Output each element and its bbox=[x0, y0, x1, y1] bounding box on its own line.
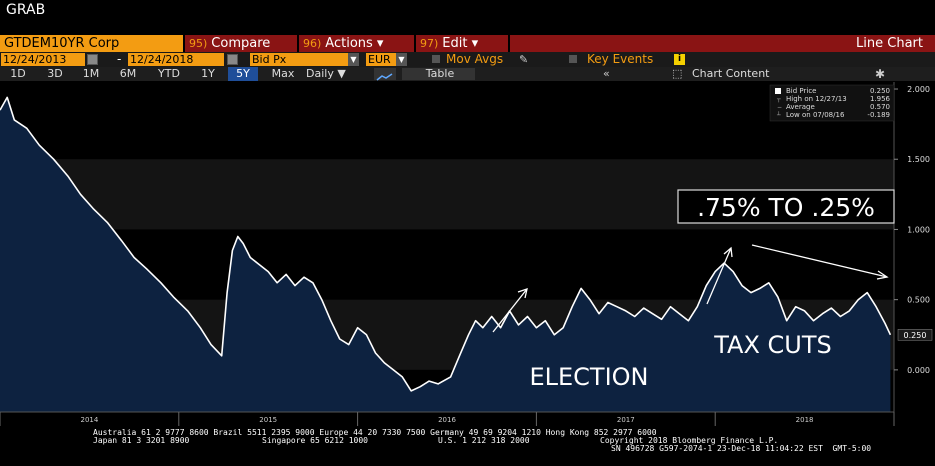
legend-average-value: 0.570 bbox=[870, 103, 890, 111]
frequency-select[interactable]: Daily ▼ bbox=[306, 67, 346, 80]
legend-high-label: High on 12/27/13 bbox=[786, 95, 847, 103]
toolbar-divider bbox=[508, 35, 510, 52]
footer-contacts: Australia 61 2 9777 8600 Brazil 5511 239… bbox=[93, 428, 657, 437]
footer-singapore: Singapore 65 6212 1000 bbox=[262, 436, 368, 445]
period-1y[interactable]: 1Y bbox=[201, 67, 215, 80]
chart-content-icon: ⬚ bbox=[672, 67, 683, 80]
x-tick-label: 2018 bbox=[796, 416, 814, 424]
end-date-input[interactable]: 12/24/2018 bbox=[128, 53, 224, 66]
x-tick-label: 2015 bbox=[259, 416, 277, 424]
security-input[interactable]: GTDEM10YR Corp bbox=[0, 35, 183, 52]
legend-title-value: 0.250 bbox=[870, 87, 890, 95]
pencil-icon[interactable]: ✎ bbox=[519, 53, 529, 66]
range-annotation-text: .75% TO .25% bbox=[697, 193, 875, 222]
legend-swatch bbox=[775, 88, 781, 94]
election-annotation: ELECTION bbox=[529, 363, 648, 391]
toolbar-divider bbox=[414, 35, 416, 52]
collapse-icon[interactable]: « bbox=[603, 67, 610, 80]
y-tick-label: 1.500 bbox=[907, 155, 930, 164]
arrow-head bbox=[723, 246, 733, 258]
price-area bbox=[0, 97, 891, 413]
footer-copyright: Copyright 2018 Bloomberg Finance L.P. bbox=[600, 436, 779, 445]
background-band bbox=[0, 82, 894, 160]
low-icon: ┴ bbox=[776, 111, 781, 119]
calendar-icon[interactable] bbox=[87, 54, 98, 65]
start-date-input[interactable]: 12/24/2013 bbox=[1, 53, 85, 66]
arrow-head bbox=[517, 288, 528, 299]
decline-arrow bbox=[751, 244, 888, 278]
compare-button[interactable]: 95) Compare bbox=[185, 35, 295, 52]
chart-style-button[interactable] bbox=[374, 68, 396, 81]
y-tick-label: 0.500 bbox=[907, 296, 930, 305]
edit-button[interactable]: 97) Edit ▾ bbox=[416, 35, 506, 52]
info-icon[interactable]: i bbox=[674, 54, 685, 65]
period-1d[interactable]: 1D bbox=[10, 67, 26, 80]
y-axis: 2.000 1.500 1.000 0.500 0.000 bbox=[894, 85, 930, 375]
x-tick-label: 2014 bbox=[80, 416, 98, 424]
legend-title: Bid Price bbox=[786, 87, 817, 95]
key-events-checkbox[interactable] bbox=[569, 55, 577, 63]
compare-label: Compare bbox=[211, 36, 271, 51]
table-label: Table bbox=[425, 67, 455, 80]
legend-low-value: -0.189 bbox=[867, 111, 890, 119]
arrow-head bbox=[876, 270, 889, 280]
legend: Bid Price 0.250 ┬ High on 12/27/13 1.956… bbox=[769, 84, 895, 122]
toolbar-divider bbox=[183, 35, 185, 52]
mov-avgs-checkbox[interactable] bbox=[432, 55, 440, 63]
last-price-value: 0.250 bbox=[904, 331, 927, 340]
chevron-down-icon[interactable]: ▼ bbox=[396, 53, 407, 66]
actions-shortcut: 96) bbox=[303, 37, 322, 50]
x-tick-label: 2016 bbox=[438, 416, 456, 424]
edit-label: Edit ▾ bbox=[442, 36, 479, 51]
chart-content-label[interactable]: Chart Content bbox=[692, 67, 770, 80]
y-tick-label: 1.000 bbox=[907, 225, 930, 234]
x-tick-label: 2017 bbox=[617, 416, 635, 424]
mov-avgs-label[interactable]: Mov Avgs bbox=[446, 52, 504, 66]
currency-select[interactable]: EUR bbox=[366, 53, 396, 66]
average-icon: − bbox=[777, 104, 782, 111]
actions-label: Actions ▾ bbox=[325, 36, 384, 51]
annotation-arrows bbox=[492, 244, 889, 333]
calendar-icon[interactable] bbox=[227, 54, 238, 65]
date-separator: - bbox=[117, 52, 122, 66]
period-3d[interactable]: 3D bbox=[47, 67, 63, 80]
gear-icon[interactable]: ✱ bbox=[875, 67, 886, 81]
election-arrow bbox=[492, 288, 528, 333]
chevron-down-icon[interactable]: ▼ bbox=[348, 53, 359, 66]
footer-serial: SN 496728 G597-2074-1 23-Dec-18 11:04:22… bbox=[611, 444, 872, 453]
edit-shortcut: 97) bbox=[420, 37, 439, 50]
period-ytd[interactable]: YTD bbox=[158, 67, 180, 80]
range-annotation: .75% TO .25% bbox=[677, 189, 895, 224]
field-select[interactable]: Bid Px bbox=[250, 53, 348, 66]
chart-type-label[interactable]: Line Chart bbox=[856, 36, 923, 51]
period-6m[interactable]: 6M bbox=[119, 67, 137, 80]
line-chart-icon bbox=[376, 73, 393, 81]
footer-japan: Japan 81 3 3201 8900 bbox=[93, 436, 190, 445]
x-axis: 2014 2015 2016 2017 2018 bbox=[0, 412, 895, 426]
actions-button[interactable]: 96) Actions ▾ bbox=[299, 35, 412, 52]
y-tick-label: 2.000 bbox=[907, 85, 930, 94]
high-icon: ┬ bbox=[776, 96, 781, 103]
legend-high-value: 1.956 bbox=[870, 95, 891, 103]
last-price-tag: 0.250 bbox=[897, 329, 933, 341]
compare-shortcut: 95) bbox=[189, 37, 208, 50]
legend-low-label: Low on 07/08/16 bbox=[786, 111, 845, 119]
toolbar-divider bbox=[297, 35, 299, 52]
table-button[interactable] bbox=[402, 68, 475, 80]
price-line bbox=[0, 96, 892, 392]
tax-cuts-arrow bbox=[706, 247, 732, 305]
footer-us: U.S. 1 212 318 2000 bbox=[438, 436, 530, 445]
period-5y[interactable]: 5Y bbox=[228, 67, 258, 81]
period-max[interactable]: Max bbox=[271, 67, 295, 80]
tax-cuts-annotation: TAX CUTS bbox=[713, 331, 832, 359]
window-title: GRAB bbox=[6, 2, 46, 18]
key-events-label[interactable]: Key Events bbox=[587, 52, 654, 66]
period-1m[interactable]: 1M bbox=[82, 67, 100, 80]
legend-average-label: Average bbox=[786, 103, 815, 111]
y-tick-label: 0.000 bbox=[907, 366, 930, 375]
